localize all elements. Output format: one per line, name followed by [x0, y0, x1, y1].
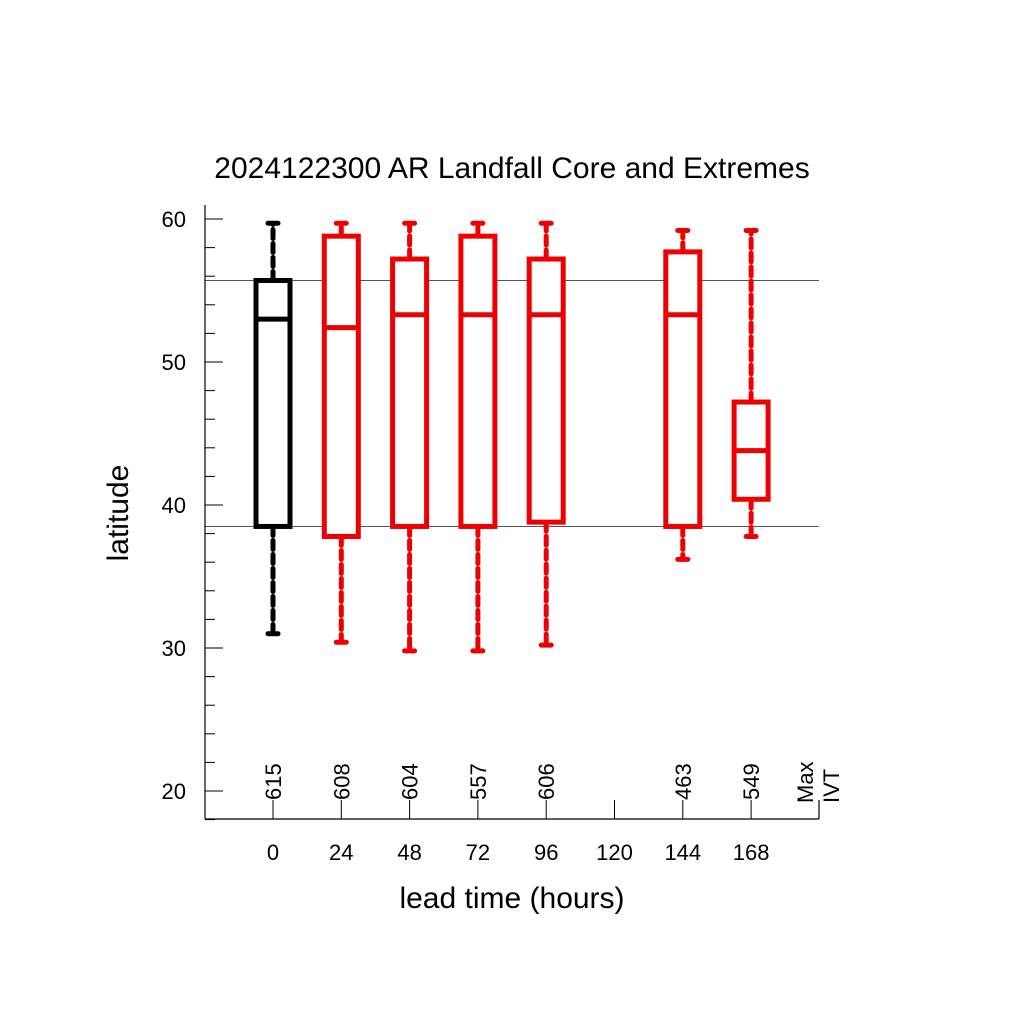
- iqr-box: [390, 256, 430, 529]
- max-ivt-label: IVT: [819, 769, 844, 803]
- y-tick-label: 20: [162, 779, 186, 804]
- x-tick-label: 0: [267, 840, 279, 865]
- boxes: [253, 220, 771, 654]
- sample-count-label: 615: [261, 763, 286, 800]
- sample-count-label: 606: [534, 763, 559, 800]
- iqr-box: [321, 233, 361, 539]
- reference-lines: [205, 279, 819, 527]
- x-tick-label: 48: [397, 840, 421, 865]
- x-tick-label: 96: [534, 840, 558, 865]
- x-tick-label: 120: [596, 840, 633, 865]
- tick-labels: 20 30 40 50 60 0 24 48 72 96 120 144 168 615 608 604 557…: [162, 207, 844, 865]
- box-168: [731, 227, 771, 539]
- max-ivt-label: Max: [793, 761, 818, 803]
- y-axis-label: latitude: [102, 465, 135, 562]
- box-144: [663, 227, 703, 562]
- chart-title: 2024122300 AR Landfall Core and Extremes: [214, 152, 809, 185]
- sample-count-label: 604: [398, 763, 423, 800]
- sample-count-label: 557: [466, 763, 491, 800]
- box-96: [526, 220, 566, 648]
- y-tick-label: 60: [162, 207, 186, 232]
- y-tick-label: 40: [162, 493, 186, 518]
- sample-count-label: 608: [329, 763, 354, 800]
- x-tick-label: 144: [664, 840, 701, 865]
- box-72: [458, 220, 498, 654]
- axes: [204, 205, 820, 821]
- iqr-box: [526, 256, 566, 525]
- box-0: [253, 220, 293, 637]
- y-tick-label: 30: [162, 636, 186, 661]
- sample-count-label: 463: [671, 763, 696, 800]
- sample-count-label: 549: [739, 763, 764, 800]
- iqr-box: [663, 249, 703, 529]
- x-tick-label: 168: [733, 840, 770, 865]
- x-axis-label: lead time (hours): [399, 882, 624, 915]
- x-tick-label: 24: [329, 840, 353, 865]
- y-tick-label: 50: [162, 350, 186, 375]
- iqr-box: [458, 233, 498, 529]
- box-48: [390, 220, 430, 654]
- box-24: [321, 220, 361, 645]
- x-tick-label: 72: [466, 840, 490, 865]
